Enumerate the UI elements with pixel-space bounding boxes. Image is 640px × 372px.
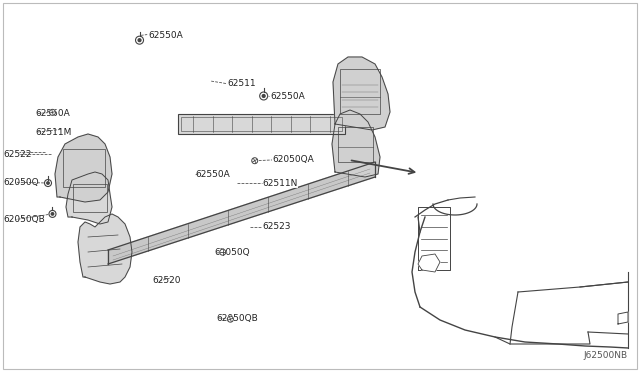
Circle shape <box>47 182 49 184</box>
Text: 62511: 62511 <box>227 79 256 88</box>
Text: 62050QB: 62050QB <box>3 215 45 224</box>
Polygon shape <box>66 172 112 224</box>
Text: 62550A: 62550A <box>195 170 230 179</box>
Text: 62050QA: 62050QA <box>272 155 314 164</box>
Text: 62511N: 62511N <box>262 179 298 187</box>
Circle shape <box>138 39 141 42</box>
Bar <box>73 184 107 212</box>
Text: 62550A: 62550A <box>148 31 183 40</box>
Circle shape <box>49 109 56 115</box>
Text: 62050Q: 62050Q <box>3 178 39 187</box>
Text: 62523: 62523 <box>262 222 291 231</box>
Bar <box>338 127 373 162</box>
Text: J62500NB: J62500NB <box>584 351 628 360</box>
Text: 62550A: 62550A <box>35 109 70 118</box>
Circle shape <box>51 213 54 215</box>
Bar <box>178 114 345 134</box>
Polygon shape <box>55 134 112 202</box>
Circle shape <box>252 158 258 164</box>
Polygon shape <box>332 110 380 177</box>
Text: 62522: 62522 <box>3 150 31 159</box>
Text: 62511M: 62511M <box>35 128 72 137</box>
Bar <box>340 69 380 114</box>
Polygon shape <box>333 57 390 130</box>
Circle shape <box>262 94 265 97</box>
Text: 62550A: 62550A <box>270 92 305 101</box>
Circle shape <box>220 249 226 255</box>
Circle shape <box>136 36 143 44</box>
Polygon shape <box>418 254 440 272</box>
Bar <box>181 117 342 131</box>
Circle shape <box>260 92 268 100</box>
Circle shape <box>49 211 56 217</box>
Text: 62520: 62520 <box>152 276 181 285</box>
Circle shape <box>227 316 234 322</box>
Polygon shape <box>78 214 132 284</box>
Polygon shape <box>618 312 628 324</box>
Text: 62050QB: 62050QB <box>216 314 258 323</box>
Text: 62050Q: 62050Q <box>214 248 250 257</box>
Bar <box>63 149 105 187</box>
Polygon shape <box>108 162 375 264</box>
Circle shape <box>45 180 51 186</box>
